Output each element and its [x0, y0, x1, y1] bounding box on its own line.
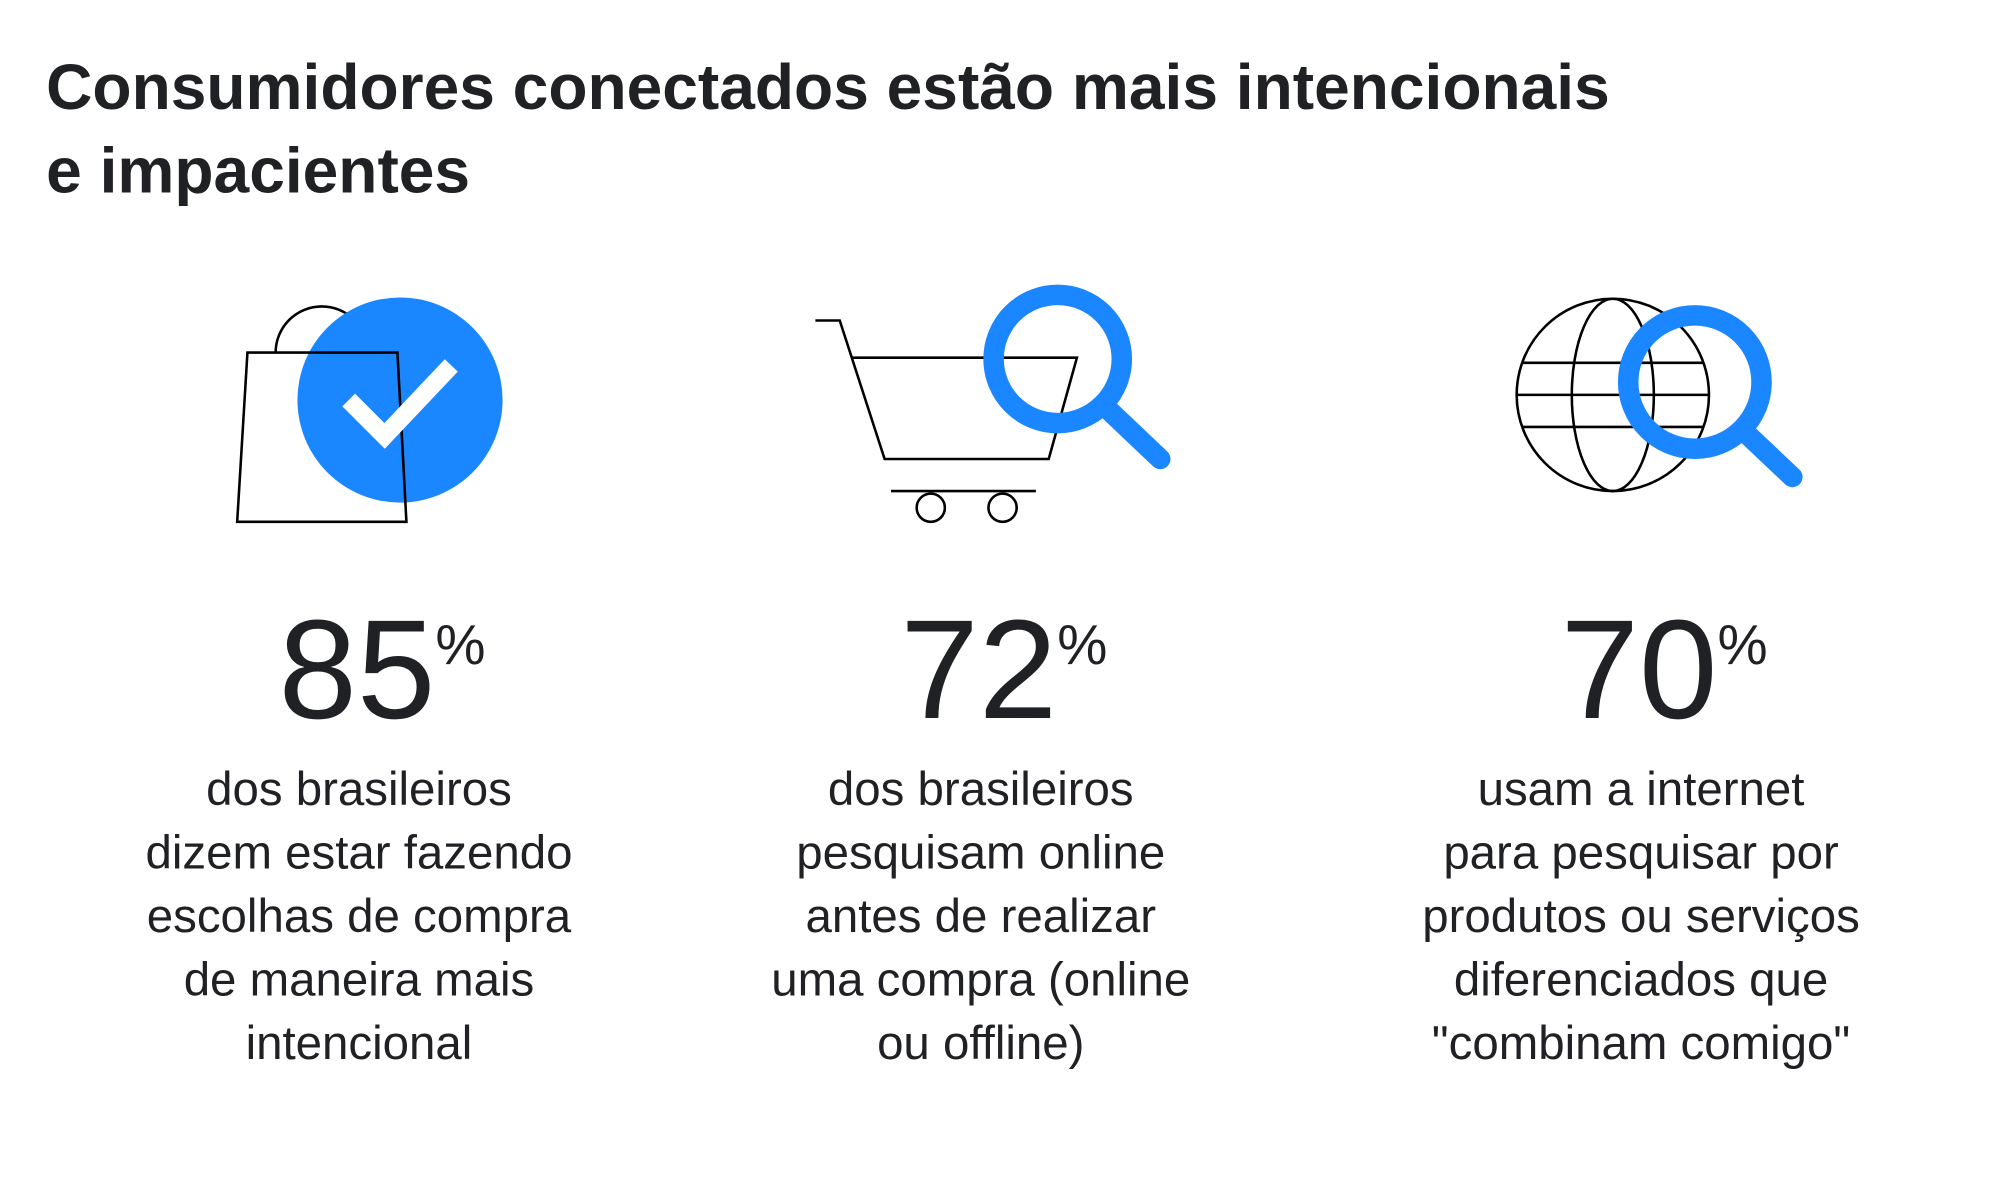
stat-description: de maneira mais — [184, 954, 535, 1007]
title-line: e impacientes — [46, 134, 470, 206]
stat-value: 85 — [279, 590, 436, 748]
cart-icon — [815, 284, 1171, 524]
stat-description: dos brasileiros — [828, 763, 1134, 816]
stat-description: escolhas de compra — [147, 890, 572, 943]
stat-value: 70 — [1561, 590, 1718, 748]
stat-description: produtos ou serviços — [1422, 890, 1860, 943]
stat-number: 70% — [1561, 590, 1768, 748]
stat-description: ou offline) — [877, 1017, 1084, 1070]
stat-value: 72 — [900, 590, 1057, 748]
stat-number: 85% — [279, 590, 486, 748]
stat-number: 72% — [900, 590, 1107, 748]
stat-description: dizem estar fazendo — [145, 827, 572, 880]
bag-icon — [235, 297, 503, 524]
title-line: Consumidores conectados estão mais inten… — [46, 51, 1610, 123]
stat-description: intencional — [246, 1017, 473, 1070]
globe-icon — [1515, 297, 1803, 493]
stat-description: uma compra (online — [771, 954, 1190, 1007]
stat-description: diferenciados que — [1454, 954, 1828, 1007]
stat-unit: % — [435, 613, 485, 676]
stat-description: dos brasileiros — [206, 763, 512, 816]
stat-unit: % — [1057, 613, 1107, 676]
stat-description: antes de realizar — [805, 890, 1156, 943]
stat-description: usam a internet — [1478, 763, 1805, 816]
stat-unit: % — [1717, 613, 1767, 676]
stat-description: para pesquisar por — [1443, 827, 1838, 880]
stat-description: "combinam comigo" — [1432, 1017, 1850, 1070]
stat-description: pesquisam online — [796, 827, 1165, 880]
